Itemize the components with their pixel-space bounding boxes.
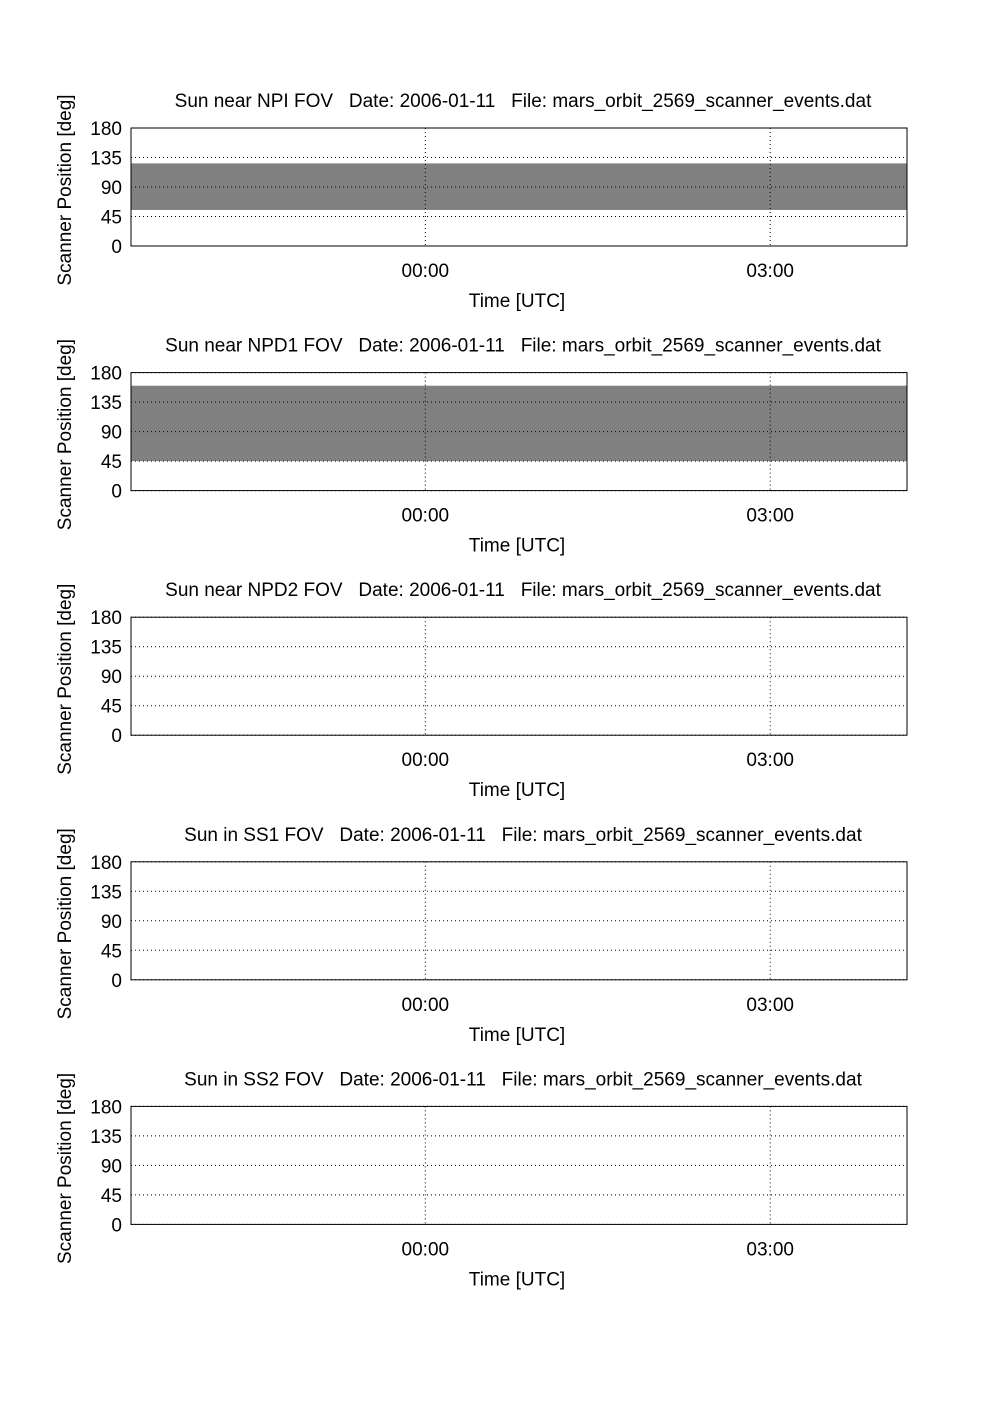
y-tick-label: 45: [101, 208, 122, 229]
y-tick-label: 135: [90, 393, 122, 414]
y-tick-label: 45: [101, 697, 122, 718]
y-tick-label: 180: [90, 853, 122, 874]
y-tick-label: 0: [111, 482, 122, 503]
x-tick-label: 00:00: [402, 506, 450, 527]
x-axis-label: Time [UTC]: [469, 780, 565, 801]
y-axis-label: Scanner Position [deg]: [55, 1073, 76, 1264]
x-tick-label: 00:00: [402, 750, 450, 771]
y-tick-label: 90: [101, 667, 122, 688]
chart-title: Sun in SS2 FOV Date: 2006-01-11 File: ma…: [184, 1069, 862, 1090]
chart-title: Sun near NPD1 FOV Date: 2006-01-11 File:…: [165, 336, 881, 357]
y-tick-label: 135: [90, 638, 122, 659]
y-tick-label: 45: [101, 941, 122, 962]
y-tick-label: 0: [111, 971, 122, 992]
x-tick-label: 00:00: [402, 261, 450, 282]
y-tick-label: 90: [101, 423, 122, 444]
y-axis-label: Scanner Position [deg]: [55, 94, 76, 285]
y-tick-label: 90: [101, 912, 122, 933]
y-tick-label: 180: [90, 364, 122, 385]
x-tick-label: 03:00: [746, 995, 794, 1016]
y-tick-label: 45: [101, 452, 122, 473]
axes-box: [130, 861, 908, 981]
axes-box: [130, 1105, 908, 1225]
y-tick-label: 45: [101, 1186, 122, 1207]
y-tick-label: 180: [90, 119, 122, 140]
y-tick-label: 0: [111, 1215, 122, 1236]
y-axis-label: Scanner Position [deg]: [55, 584, 76, 775]
y-axis-label: Scanner Position [deg]: [55, 828, 76, 1019]
x-tick-label: 03:00: [746, 750, 794, 771]
y-tick-label: 90: [101, 1156, 122, 1177]
axes-box: [130, 127, 908, 247]
y-tick-label: 180: [90, 608, 122, 629]
y-tick-label: 180: [90, 1097, 122, 1118]
y-tick-label: 135: [90, 882, 122, 903]
x-axis-label: Time [UTC]: [469, 1025, 565, 1046]
y-axis-label: Scanner Position [deg]: [55, 339, 76, 530]
x-tick-label: 03:00: [746, 261, 794, 282]
x-axis-label: Time [UTC]: [469, 291, 565, 312]
x-axis-label: Time [UTC]: [469, 536, 565, 557]
y-tick-label: 135: [90, 149, 122, 170]
y-tick-label: 90: [101, 178, 122, 199]
chart-title: Sun near NPD2 FOV Date: 2006-01-11 File:…: [165, 580, 881, 601]
axes-box: [130, 372, 908, 492]
chart-title: Sun near NPI FOV Date: 2006-01-11 File: …: [175, 91, 872, 112]
x-tick-label: 00:00: [402, 995, 450, 1016]
y-tick-label: 0: [111, 237, 122, 258]
axes-box: [130, 616, 908, 736]
y-tick-label: 0: [111, 726, 122, 747]
band: [131, 385, 907, 462]
y-tick-label: 135: [90, 1127, 122, 1148]
chart-title: Sun in SS1 FOV Date: 2006-01-11 File: ma…: [184, 825, 862, 846]
x-tick-label: 03:00: [746, 1239, 794, 1260]
x-tick-label: 00:00: [402, 1239, 450, 1260]
x-axis-label: Time [UTC]: [469, 1269, 565, 1290]
x-tick-label: 03:00: [746, 506, 794, 527]
